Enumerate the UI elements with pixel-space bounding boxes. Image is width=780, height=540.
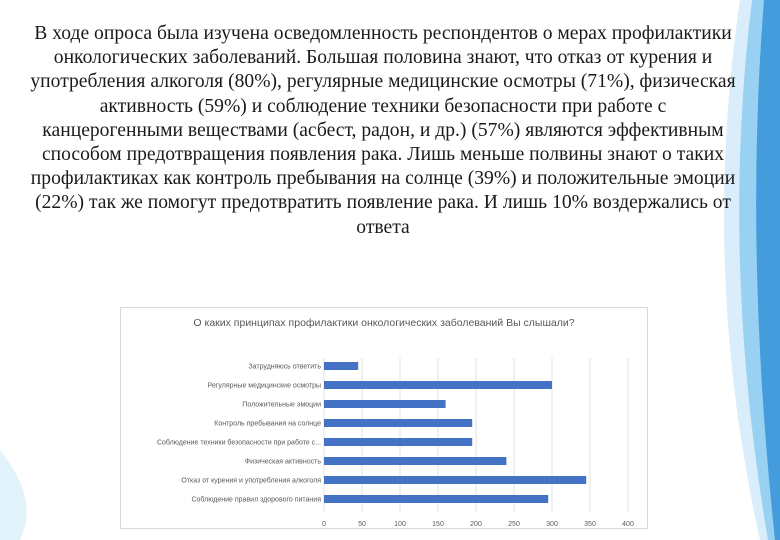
category-label: Регулярные медицинские осмотры: [208, 383, 321, 390]
category-label: Физическая активность: [245, 459, 322, 466]
x-tick-label: 200: [470, 521, 482, 528]
bar: [324, 457, 507, 465]
bar-chart: 0 50 100 150 200 250 300 350 400 Затрудняюсь отве…: [157, 358, 634, 528]
category-label: Контроль пребывания на солнце: [214, 420, 321, 428]
bar: [324, 381, 552, 389]
slide-paragraph: В ходе опроса была изучена осведомленнос…: [30, 23, 736, 238]
bar: [324, 400, 446, 408]
x-tick-label: 150: [432, 521, 444, 528]
x-tick-label: 250: [508, 521, 520, 528]
bar: [324, 362, 359, 370]
x-tick-label: 50: [358, 521, 366, 528]
x-tick-label: 300: [546, 521, 558, 528]
category-label: Положительные эмоции: [242, 402, 321, 409]
category-label: Соблюдение правил здорового питания: [191, 496, 321, 504]
category-label: Затрудняюсь ответить: [248, 364, 321, 371]
category-label: Соблюдение техники безопасности при рабо…: [157, 439, 321, 447]
bar: [324, 476, 587, 484]
x-tick-label: 0: [322, 521, 326, 528]
x-tick-label: 100: [394, 521, 406, 528]
category-label: Отказ от курения и употребления алкоголя: [181, 477, 321, 485]
bar: [324, 419, 473, 427]
bar: [324, 438, 473, 446]
chart-title: О каких принципах профилактики онкологич…: [193, 317, 575, 329]
bar: [324, 495, 549, 503]
x-tick-label: 350: [584, 521, 596, 528]
x-tick-label: 400: [622, 521, 634, 528]
chart-container: О каких принципах профилактики онкологич…: [120, 307, 648, 529]
